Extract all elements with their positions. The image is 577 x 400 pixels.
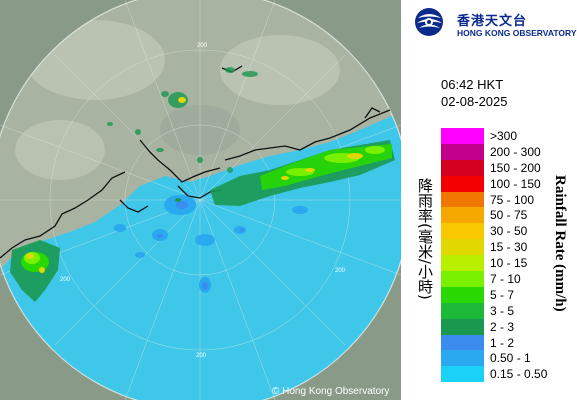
legend-item: 5 - 7: [441, 286, 577, 303]
observation-time: 06:42 HKT: [441, 77, 504, 92]
legend-label: 30 - 50: [490, 224, 528, 239]
legend-item: >300: [441, 128, 577, 144]
copyright-text: © Hong Kong Observatory: [272, 386, 390, 397]
legend-label: >300: [490, 129, 518, 143]
legend-swatch: [441, 271, 484, 287]
legend-item: 3 - 5: [441, 302, 577, 319]
ring-label-west: 200: [60, 277, 71, 283]
legend-label: 10 - 15: [490, 256, 528, 271]
legend-panel: 香港天文台 HONG KONG OBSERVATORY 06:42 HKT 02…: [401, 0, 577, 400]
legend-swatch: [441, 128, 484, 144]
legend-item: 15 - 30: [441, 239, 577, 256]
hko-logo: 香港天文台 HONG KONG OBSERVATORY: [413, 6, 577, 40]
legend-item: 2 - 3: [441, 318, 577, 335]
legend-item: 0.50 - 1: [441, 350, 577, 367]
radar-map: 200 200 200 200: [0, 0, 401, 400]
ring-label-south: 200: [196, 353, 207, 359]
legend-item: 0.15 - 0.50: [441, 366, 577, 383]
legend-label: 2 - 3: [490, 319, 515, 334]
legend-swatch: [441, 207, 484, 224]
legend-label: 0.50 - 1: [490, 351, 531, 366]
legend-label: 7 - 10: [490, 272, 521, 287]
legend-label: 0.15 - 0.50: [490, 367, 548, 382]
legend-item: 100 - 150: [441, 175, 577, 192]
legend-item: 75 - 100: [441, 191, 577, 208]
legend-swatch: [441, 302, 484, 319]
legend-swatch: [441, 255, 484, 272]
legend-label: 200 - 300: [490, 144, 541, 159]
legend-swatch: [441, 350, 484, 367]
rainfall-legend: >300 200 - 300 150 - 200 100 - 150 75 - …: [441, 128, 577, 383]
legend-label: 1 - 2: [490, 335, 515, 350]
legend-swatch: [441, 334, 484, 351]
legend-label: 3 - 5: [490, 303, 515, 318]
hko-logo-icon: [415, 8, 443, 36]
legend-label: 15 - 30: [490, 240, 528, 255]
logo-text-chinese: 香港天文台: [457, 14, 528, 29]
legend-swatch: [441, 239, 484, 256]
legend-label: 100 - 150: [490, 176, 541, 191]
legend-swatch: [441, 191, 484, 208]
legend-swatch: [441, 175, 484, 192]
legend-swatch: [441, 318, 484, 335]
legend-swatch: [441, 286, 484, 303]
radar-image: 200 200 200 200: [0, 0, 401, 400]
legend-label: 150 - 200: [490, 160, 541, 175]
legend-label: 50 - 75: [490, 208, 528, 223]
legend-swatch: [441, 223, 484, 240]
legend-item: 7 - 10: [441, 271, 577, 287]
legend-swatch: [441, 366, 484, 383]
legend-item: 10 - 15: [441, 255, 577, 272]
legend-item: 200 - 300: [441, 143, 577, 160]
legend-label: 75 - 100: [490, 192, 535, 207]
legend-title-chinese: 降雨率(毫米/小時): [416, 178, 434, 300]
ring-label-east: 200: [335, 268, 346, 274]
legend-item: 150 - 200: [441, 159, 577, 176]
logo-text-english: HONG KONG OBSERVATORY: [457, 28, 577, 38]
legend-swatch: [441, 159, 484, 176]
legend-label: 5 - 7: [490, 287, 515, 302]
legend-item: 30 - 50: [441, 223, 577, 240]
legend-item: 1 - 2: [441, 334, 577, 351]
legend-title-english: Rainfall Rate (mm/h): [552, 175, 568, 312]
legend-item: 50 - 75: [441, 207, 577, 224]
ring-label-north: 200: [197, 43, 208, 49]
observation-date: 02-08-2025: [441, 94, 508, 109]
legend-swatch: [441, 143, 484, 160]
